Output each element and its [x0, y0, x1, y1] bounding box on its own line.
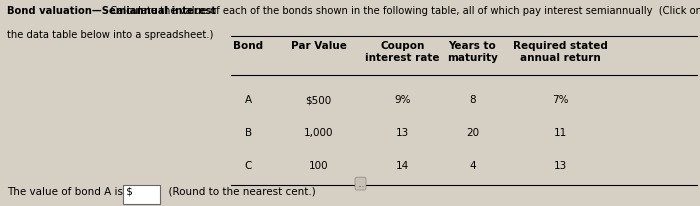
Text: 4: 4	[469, 161, 476, 171]
Text: 13: 13	[396, 128, 409, 138]
Text: 7%: 7%	[552, 95, 568, 105]
Text: Bond valuation—Semiannual interest: Bond valuation—Semiannual interest	[7, 6, 216, 16]
Text: $500: $500	[305, 95, 332, 105]
Text: Years to
maturity: Years to maturity	[447, 41, 498, 63]
Text: Required stated
annual return: Required stated annual return	[512, 41, 608, 63]
Text: C: C	[245, 161, 252, 171]
FancyBboxPatch shape	[123, 185, 160, 204]
Text: A: A	[245, 95, 252, 105]
Text: Coupon
interest rate: Coupon interest rate	[365, 41, 440, 63]
Text: Calculate the value of each of the bonds shown in the following table, all of wh: Calculate the value of each of the bonds…	[104, 6, 700, 16]
Text: 11: 11	[554, 128, 566, 138]
Text: 13: 13	[554, 161, 566, 171]
Text: 20: 20	[466, 128, 479, 138]
Text: 14: 14	[396, 161, 409, 171]
Text: the data table below into a spreadsheet.): the data table below into a spreadsheet.…	[7, 30, 214, 40]
Text: (Round to the nearest cent.): (Round to the nearest cent.)	[162, 186, 316, 196]
Text: B: B	[245, 128, 252, 138]
Text: 100: 100	[309, 161, 328, 171]
Text: Bond: Bond	[233, 41, 264, 51]
Text: ...: ...	[357, 179, 364, 188]
Text: 1,000: 1,000	[304, 128, 333, 138]
Text: Par Value: Par Value	[290, 41, 346, 51]
Text: 8: 8	[469, 95, 476, 105]
Text: 9%: 9%	[394, 95, 411, 105]
Text: The value of bond A is $: The value of bond A is $	[7, 186, 133, 196]
